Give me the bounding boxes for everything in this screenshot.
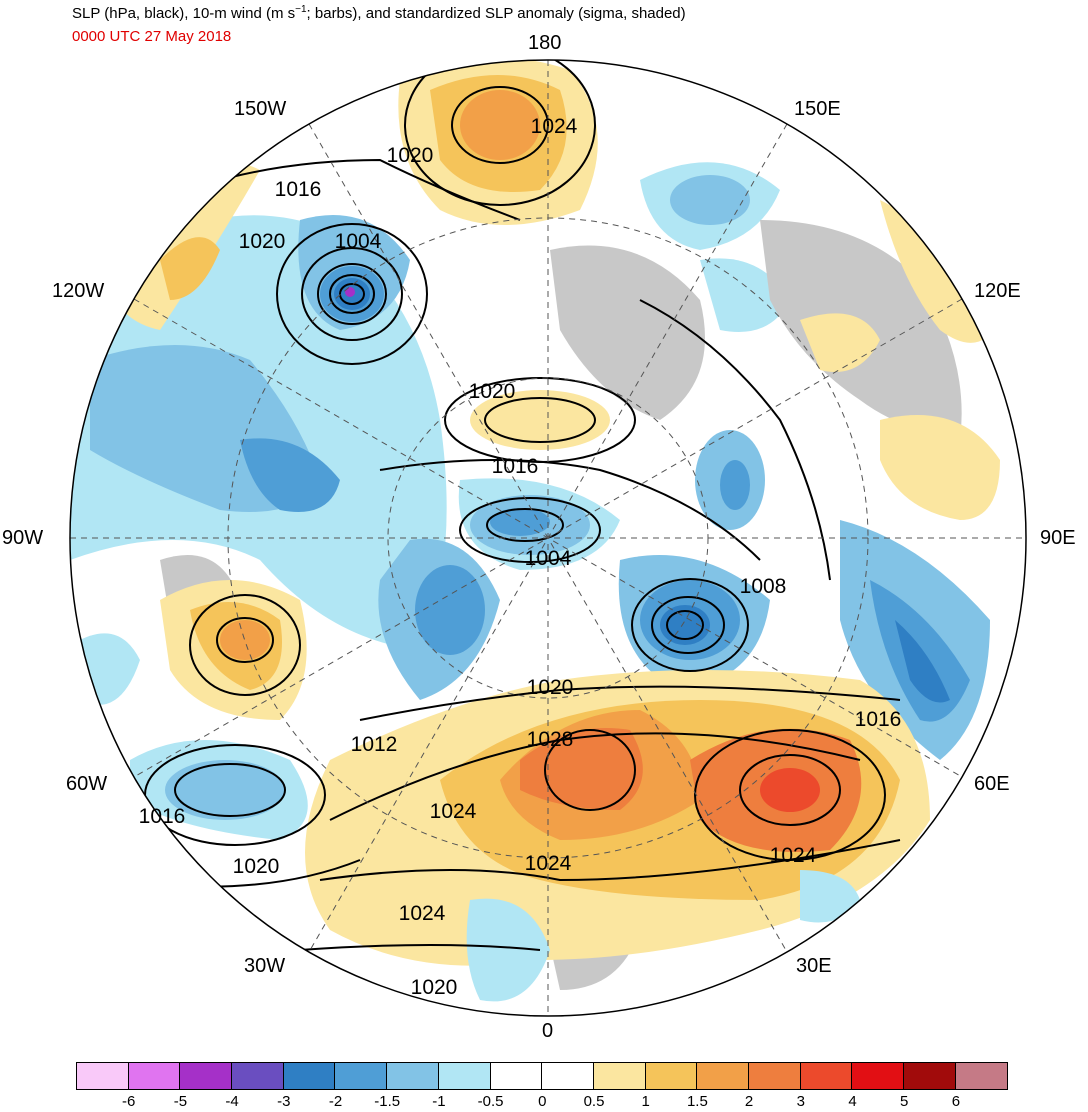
isobar-labels: 1024 1020 1016 1020 1004 1020 1016 1004 … <box>139 115 902 999</box>
colorbar-label: -2 <box>328 1093 343 1110</box>
colorbar-swatch <box>852 1063 904 1089</box>
lon-label-30e: 30E <box>796 955 832 977</box>
colorbar-label: 1 <box>641 1093 650 1110</box>
colorbar-swatch <box>180 1063 233 1089</box>
isobar-label: 1020 <box>233 855 280 878</box>
colorbar-label: 0.5 <box>583 1093 605 1110</box>
colorbar-label: 3 <box>796 1093 805 1110</box>
anomaly-shading <box>70 60 1026 1016</box>
colorbar-swatch <box>593 1063 646 1089</box>
colorbar-swatch <box>335 1063 388 1089</box>
isobar-label: 1024 <box>531 115 578 138</box>
lon-label-180: 180 <box>528 32 562 54</box>
isobar-label: 1004 <box>525 547 572 570</box>
isobar-label: 1004 <box>335 230 382 253</box>
colorbar-swatch <box>645 1063 698 1089</box>
isobar-label: 1016 <box>492 455 539 478</box>
colorbar-label: 1.5 <box>686 1093 708 1110</box>
lon-label-30w: 30W <box>244 955 286 977</box>
isobar-label: 1016 <box>275 178 322 201</box>
isobar-label: 1028 <box>527 728 574 751</box>
colorbar-swatch <box>283 1063 336 1089</box>
colorbar-label: -4 <box>225 1093 239 1110</box>
valid-time: 0000 UTC 27 May 2018 <box>72 28 232 45</box>
colorbar-label: -0.5 <box>477 1093 504 1110</box>
isobars <box>119 60 901 951</box>
lon-label-60w: 60W <box>66 773 108 795</box>
graticule <box>70 60 1026 1016</box>
colorbar-label: -3 <box>277 1093 291 1110</box>
colorbar-swatch <box>387 1063 439 1089</box>
isobar-label: 1020 <box>239 230 286 253</box>
isobar-label: 1024 <box>430 800 477 823</box>
lon-label-0: 0 <box>542 1020 554 1042</box>
colorbar-swatch <box>232 1063 284 1089</box>
polar-map: 1024 1020 1016 1020 1004 1020 1016 1004 … <box>69 59 1027 1017</box>
isobar-label: 1016 <box>139 805 186 828</box>
colorbar-swatch <box>904 1063 956 1089</box>
colorbar-label: 5 <box>900 1093 909 1110</box>
map-title: SLP (hPa, black), 10-m wind (m s−1; barb… <box>72 4 686 22</box>
isobar-label: 1024 <box>399 902 446 925</box>
colorbar-swatch <box>438 1063 491 1089</box>
colorbar <box>76 1062 1009 1090</box>
lon-label-150e: 150E <box>794 98 841 120</box>
colorbar-label: 4 <box>848 1093 857 1110</box>
colorbar-label: 0 <box>538 1093 547 1110</box>
lon-label-60e: 60E <box>974 773 1010 795</box>
isobar-label: 1016 <box>855 708 902 731</box>
lon-label-120w: 120W <box>52 280 105 302</box>
isobar-label: 1020 <box>387 144 434 167</box>
isobar-label: 1024 <box>770 844 817 867</box>
isobar-label: 1012 <box>351 733 398 756</box>
colorbar-label: -6 <box>122 1093 136 1110</box>
isobar-label: 1024 <box>525 852 572 875</box>
isobar-label: 1020 <box>469 380 516 403</box>
colorbar-swatch <box>490 1063 543 1089</box>
lon-label-120e: 120E <box>974 280 1021 302</box>
isobar-label: 1020 <box>411 976 458 999</box>
colorbar-swatch <box>697 1063 749 1089</box>
colorbar-label: 2 <box>744 1093 754 1110</box>
lon-label-90w: 90W <box>2 527 44 549</box>
colorbar-swatch <box>128 1063 181 1089</box>
isobar-label: 1020 <box>527 676 574 699</box>
colorbar-label: -1.5 <box>374 1093 401 1110</box>
colorbar-swatch <box>748 1063 801 1089</box>
colorbar-label: -5 <box>173 1093 188 1110</box>
colorbar-swatch <box>800 1063 853 1089</box>
lon-label-90e: 90E <box>1040 527 1076 549</box>
colorbar-swatch <box>955 1063 1008 1089</box>
isobar-label: 1008 <box>740 575 787 598</box>
colorbar-swatch <box>77 1063 129 1089</box>
lon-label-150w: 150W <box>234 98 287 120</box>
map-boundary <box>69 59 1027 1017</box>
colorbar-label: -1 <box>432 1093 446 1110</box>
colorbar-label: 6 <box>951 1093 961 1110</box>
colorbar-swatch <box>542 1063 594 1089</box>
